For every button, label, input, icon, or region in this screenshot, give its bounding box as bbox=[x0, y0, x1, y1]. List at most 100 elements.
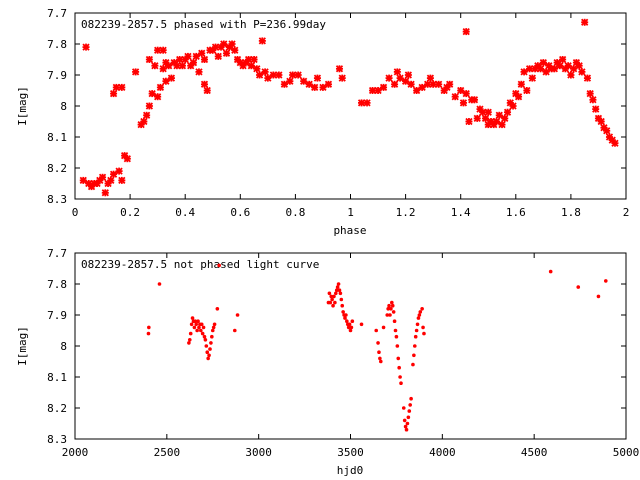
data-point bbox=[330, 297, 334, 302]
data-point bbox=[142, 111, 151, 119]
data-point bbox=[412, 86, 421, 95]
data-point bbox=[465, 117, 473, 126]
data-point bbox=[187, 338, 192, 342]
data-point bbox=[159, 65, 167, 73]
data-point bbox=[145, 102, 154, 110]
data-point bbox=[385, 313, 390, 317]
data-point bbox=[280, 80, 289, 88]
data-point bbox=[495, 111, 503, 119]
data-point bbox=[255, 71, 264, 79]
y-tick-label: 8.3 bbox=[47, 433, 67, 446]
data-point bbox=[385, 74, 393, 82]
data-point bbox=[347, 322, 352, 327]
data-point bbox=[374, 86, 382, 95]
data-point bbox=[379, 83, 388, 92]
data-point bbox=[222, 49, 231, 57]
data-point bbox=[319, 83, 327, 92]
data-point bbox=[198, 49, 206, 57]
data-point bbox=[422, 331, 426, 336]
x-tick-label: 0.2 bbox=[120, 206, 140, 219]
data-point bbox=[418, 83, 426, 92]
data-point bbox=[202, 334, 207, 339]
data-point bbox=[197, 325, 201, 330]
data-point bbox=[484, 108, 492, 116]
data-point bbox=[162, 77, 170, 85]
data-point bbox=[82, 43, 90, 51]
data-point bbox=[206, 356, 210, 361]
data-point bbox=[235, 313, 240, 317]
data-point bbox=[147, 325, 151, 330]
data-point bbox=[123, 155, 131, 163]
data-point bbox=[420, 307, 424, 311]
x-tick-label: 4500 bbox=[521, 446, 548, 459]
x-tick-label: 1.8 bbox=[561, 206, 581, 219]
data-point bbox=[336, 282, 341, 286]
data-points bbox=[146, 263, 608, 432]
data-point bbox=[376, 341, 380, 345]
x-tick-label: 2000 bbox=[62, 446, 89, 459]
data-point bbox=[404, 71, 412, 79]
data-point bbox=[109, 170, 118, 178]
plot-title: 082239-2857.5 not phased light curve bbox=[81, 258, 319, 271]
data-point bbox=[145, 55, 154, 64]
data-point bbox=[379, 359, 383, 364]
y-tick-label: 8.1 bbox=[47, 131, 67, 144]
data-point bbox=[583, 74, 592, 82]
x-ticks: 0 0.2 0.4 0.6 0.8 1 1.2 1.4 1.6 1.8 2 bbox=[72, 13, 629, 219]
data-point bbox=[343, 316, 347, 320]
x-tick-label: 0 bbox=[72, 206, 79, 219]
x-tick-label: 1.4 bbox=[451, 206, 471, 219]
data-point bbox=[324, 80, 333, 88]
data-point bbox=[329, 294, 334, 299]
data-point bbox=[189, 58, 198, 67]
data-point bbox=[481, 114, 490, 123]
data-point bbox=[586, 89, 594, 98]
data-point bbox=[501, 114, 509, 123]
data-point bbox=[386, 307, 390, 311]
data-point bbox=[193, 319, 198, 324]
data-point bbox=[199, 322, 204, 327]
data-point bbox=[397, 365, 401, 370]
data-point bbox=[148, 89, 156, 98]
data-point bbox=[576, 285, 581, 289]
x-tick-label: 1.6 bbox=[506, 206, 526, 219]
data-point bbox=[470, 96, 479, 104]
data-point bbox=[203, 338, 208, 342]
data-point bbox=[79, 176, 87, 185]
data-point bbox=[413, 334, 418, 339]
data-point bbox=[131, 68, 140, 76]
data-point bbox=[192, 325, 197, 330]
data-point bbox=[374, 328, 379, 333]
x-tick-label: 2500 bbox=[154, 446, 181, 459]
data-point bbox=[542, 68, 550, 76]
x-tick-label: 1 bbox=[347, 206, 354, 219]
data-point bbox=[473, 114, 481, 123]
data-point bbox=[109, 89, 118, 98]
data-point bbox=[189, 322, 194, 327]
data-point bbox=[209, 341, 213, 345]
data-point bbox=[389, 307, 393, 311]
data-point bbox=[416, 316, 421, 320]
data-point bbox=[200, 55, 209, 64]
data-point bbox=[528, 74, 536, 82]
data-point bbox=[426, 74, 435, 82]
data-point bbox=[205, 350, 210, 355]
data-point bbox=[332, 294, 336, 299]
plot-frame bbox=[74, 12, 627, 200]
data-point bbox=[231, 46, 239, 54]
data-point bbox=[341, 310, 345, 314]
data-point bbox=[556, 62, 564, 70]
data-point bbox=[167, 74, 176, 82]
data-point bbox=[220, 40, 228, 48]
y-tick-label: 7.7 bbox=[47, 247, 67, 260]
data-point bbox=[328, 300, 333, 305]
x-tick-label: 3000 bbox=[245, 446, 272, 459]
data-point bbox=[393, 328, 398, 333]
data-point bbox=[381, 325, 386, 330]
data-point bbox=[335, 65, 344, 73]
data-point bbox=[107, 176, 115, 185]
data-point bbox=[503, 108, 512, 116]
x-tick-label: 0.6 bbox=[230, 206, 250, 219]
data-point bbox=[228, 40, 236, 48]
data-point bbox=[462, 27, 470, 36]
